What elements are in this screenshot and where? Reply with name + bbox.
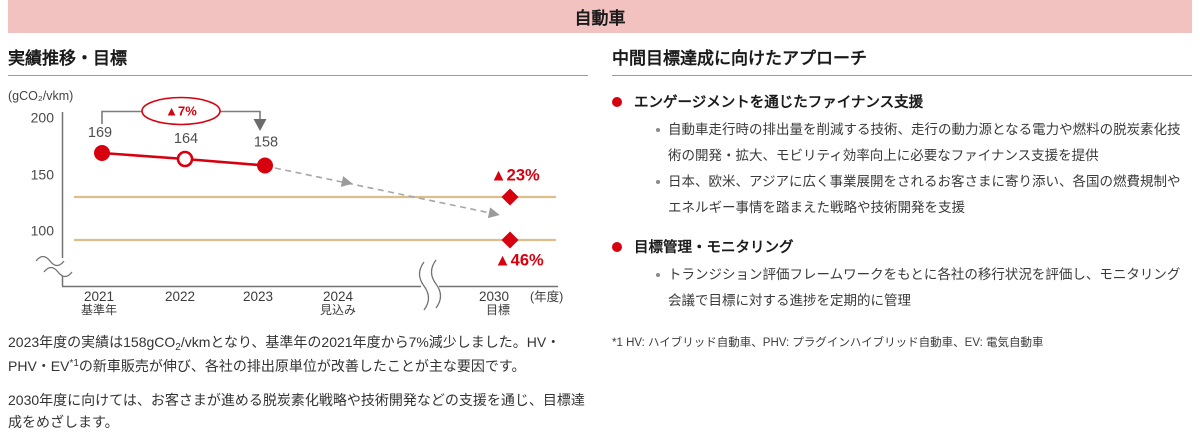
- value-2021: 169: [88, 125, 112, 141]
- p1-text-b: /vkmとなり、基準年の2021年度から7%減少しました。HV・PHV・EV: [8, 334, 561, 374]
- page-title: 自動車: [574, 9, 626, 28]
- projection-dashed-arrow: [274, 167, 500, 219]
- bracket-down-arrow-icon: [253, 119, 267, 131]
- bullet-title-text: エンゲージメントを通じたファイナンス支援: [634, 95, 924, 111]
- left-column: 実績推移・目標 (gCO₂/vkm): [8, 33, 588, 447]
- actual-series: [94, 145, 273, 174]
- x-label-2022: 2022: [165, 289, 195, 304]
- x-tick-labels: 2021 2022 2023 2024 2030: [84, 289, 509, 304]
- p1-text-a: 2023年度の実績は158gCO: [8, 334, 176, 350]
- y-tick-150: 150: [31, 167, 55, 183]
- summary-paragraph-1: 2023年度の実績は158gCO2/vkmとなり、基準年の2021年度から7%減…: [8, 332, 588, 377]
- arrowhead-mid-icon: [340, 176, 353, 187]
- p1-superscript: *1: [69, 357, 79, 369]
- approach-bullet-2: 目標管理・モニタリング トランジション評価フレームワークをもとに各社の移行状況を…: [612, 236, 1192, 314]
- target-diamonds: [501, 188, 519, 249]
- diamond-23pct-icon: [501, 188, 519, 206]
- reduction-bracket: ▲7%: [101, 96, 267, 131]
- x-label-2030: 2030: [479, 289, 509, 304]
- x-note-base-year: 基準年: [81, 302, 117, 317]
- x-label-2021: 2021: [84, 289, 114, 304]
- x-tick-sublabels: 基準年 見込み 目標: [81, 302, 510, 317]
- point-2021: [94, 145, 110, 161]
- approach-bullet-1: エンゲージメントを通じたファイナンス支援 自動車走行時の排出量を削減する技術、走…: [612, 91, 1192, 221]
- y-axis-break-icon: [35, 255, 73, 278]
- y-tick-labels: 200 150 100: [31, 110, 55, 239]
- sub-bullet-item: 日本、欧米、アジアに広く事業展開をされるお客さまに寄り添い、各国の燃費規制やエネ…: [612, 169, 1192, 221]
- target-46pct-label: ▲46%: [494, 252, 544, 270]
- x-note-target: 目標: [486, 303, 510, 317]
- right-column: 中間目標達成に向けたアプローチ エンゲージメントを通じたファイナンス支援 自動車…: [612, 33, 1192, 447]
- chart-svg: (gCO₂/vkm): [8, 89, 563, 317]
- x-note-forecast: 見込み: [320, 303, 356, 317]
- page-title-bar: 自動車: [8, 0, 1192, 33]
- bullet-title-row: エンゲージメントを通じたファイナンス支援: [612, 91, 1192, 112]
- emissions-chart: (gCO₂/vkm): [8, 88, 588, 326]
- target-23pct-label: ▲23%: [490, 167, 540, 185]
- footnote: *1 HV: ハイブリッド自動車、PHV: プラグインハイブリッド自動車、EV:…: [612, 337, 1044, 349]
- y-axis-unit-label: (gCO₂/vkm): [8, 89, 73, 103]
- bullet-title-row: 目標管理・モニタリング: [612, 236, 1192, 257]
- annotation-7pct-label: ▲7%: [165, 104, 197, 119]
- summary-text: 2023年度の実績は158gCO2/vkmとなり、基準年の2021年度から7%減…: [8, 332, 588, 434]
- value-labels: 169 164 158: [88, 125, 278, 151]
- x-axis-break-icon: [418, 259, 442, 311]
- p1-text-c: の新車販売が伸び、各社の排出原単位が改善したことが主な要因です。: [78, 357, 526, 374]
- two-column-layout: 実績推移・目標 (gCO₂/vkm): [8, 33, 1192, 447]
- diamond-46pct-icon: [501, 231, 519, 249]
- x-label-2023: 2023: [243, 289, 273, 304]
- red-bullet-icon: [612, 96, 622, 107]
- arrowhead-end-icon: [487, 207, 500, 219]
- value-2023: 158: [254, 135, 278, 151]
- red-bullet-icon: [612, 241, 622, 252]
- sub-bullet-item: トランジション評価フレームワークをもとに各社の移行状況を評価し、モニタリング会議…: [612, 262, 1192, 314]
- point-2022-open: [176, 150, 194, 168]
- left-section-heading: 実績推移・目標: [8, 44, 588, 76]
- sub-bullet-list: 自動車走行時の排出量を削減する技術、走行の動力源となる電力や燃料の脱炭素化技術の…: [612, 117, 1192, 221]
- x-axis-unit-label: (年度): [530, 289, 563, 304]
- sub-bullet-list: トランジション評価フレームワークをもとに各社の移行状況を評価し、モニタリング会議…: [612, 262, 1192, 314]
- annotation-ellipse: [141, 96, 221, 126]
- y-tick-200: 200: [31, 110, 55, 126]
- value-2022: 164: [174, 131, 198, 147]
- y-tick-100: 100: [31, 223, 55, 239]
- sub-bullet-item: 自動車走行時の排出量を削減する技術、走行の動力源となる電力や燃料の脱炭素化技術の…: [612, 117, 1192, 169]
- bullet-title-text: 目標管理・モニタリング: [634, 240, 794, 256]
- p1-subscript: 2: [175, 342, 181, 353]
- x-label-2024: 2024: [323, 289, 354, 304]
- right-section-heading: 中間目標達成に向けたアプローチ: [612, 44, 1192, 76]
- target-level-lines: [74, 195, 556, 242]
- axes: [61, 112, 558, 288]
- summary-paragraph-2: 2030年度に向けては、お客さまが進める脱炭素化戦略や技術開発などの支援を通じ、…: [8, 392, 585, 430]
- point-2023: [257, 157, 273, 174]
